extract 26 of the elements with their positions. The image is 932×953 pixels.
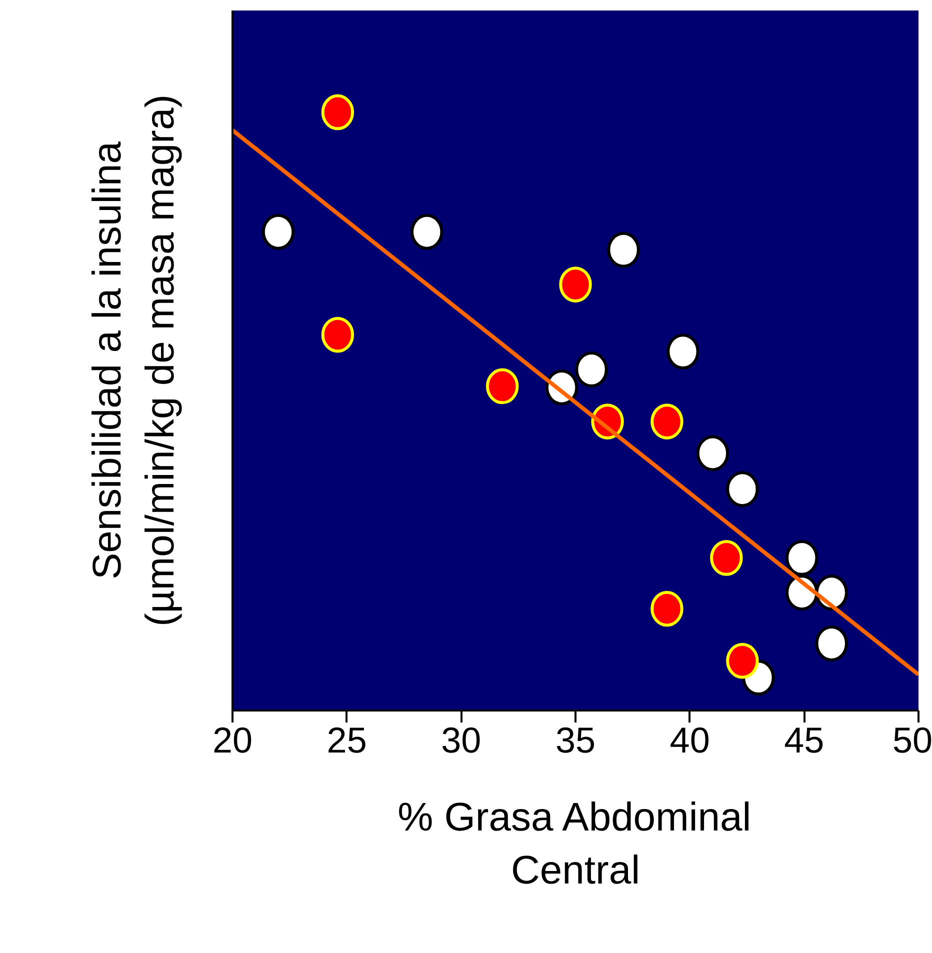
point [607, 232, 640, 268]
x-axis-title: % Grasa Abdominal Central [398, 796, 752, 892]
point [486, 368, 519, 404]
point [575, 352, 608, 388]
point [710, 540, 743, 576]
x-tick-label: 50 [892, 720, 932, 760]
point [726, 642, 759, 679]
point [696, 435, 730, 472]
x-tick-label: 30 [441, 720, 482, 760]
x-tick-label: 40 [670, 720, 710, 760]
x-tick-label: 35 [555, 720, 596, 760]
x-tick-label: 25 [326, 720, 367, 760]
point [410, 214, 444, 250]
point [559, 266, 592, 302]
point [786, 540, 818, 576]
x-tick-label: 20 [212, 720, 253, 760]
point [262, 214, 295, 250]
y-axis-title: Sensibilidad a la insulina (µmol/min/kg de masa magra) [86, 94, 182, 627]
point [321, 316, 354, 353]
point [650, 404, 684, 440]
point [321, 94, 354, 130]
point [726, 471, 759, 508]
point [650, 590, 684, 627]
x-tick-label: 45 [784, 720, 824, 760]
point [666, 334, 700, 370]
point [815, 626, 848, 662]
